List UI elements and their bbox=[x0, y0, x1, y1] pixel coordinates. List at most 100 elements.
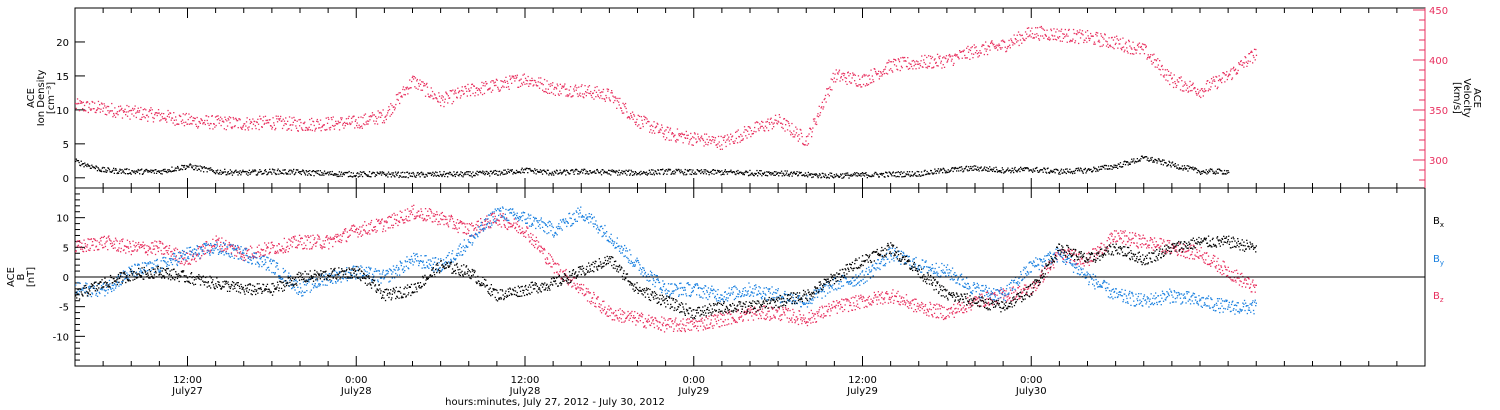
bz-series-point bbox=[551, 266, 553, 268]
velocity-series-point bbox=[356, 124, 358, 127]
bz-series-point bbox=[262, 249, 265, 251]
velocity-series-point bbox=[121, 107, 123, 110]
velocity-series-point bbox=[1205, 83, 1208, 85]
bz-series-point bbox=[217, 239, 220, 241]
velocity-series-point bbox=[637, 114, 639, 116]
velocity-series-point bbox=[657, 123, 659, 125]
density-series-point bbox=[460, 171, 462, 173]
velocity-series-point bbox=[730, 133, 732, 135]
velocity-series-point bbox=[497, 86, 499, 88]
bz-series-point bbox=[739, 312, 742, 314]
velocity-series-point bbox=[919, 65, 922, 67]
density-series-point bbox=[814, 173, 816, 175]
velocity-series-point bbox=[1189, 80, 1191, 83]
density-series-point bbox=[1146, 159, 1148, 161]
velocity-series-point bbox=[1005, 50, 1008, 52]
bz-series-point bbox=[163, 247, 165, 249]
bz-series-point bbox=[661, 323, 663, 326]
velocity-series-point bbox=[670, 139, 672, 141]
velocity-series-point bbox=[345, 122, 347, 125]
velocity-series-point bbox=[502, 81, 505, 83]
bz-series-point bbox=[271, 241, 273, 243]
density-series-point bbox=[859, 173, 861, 175]
velocity-series-point bbox=[485, 81, 487, 83]
velocity-series-point bbox=[633, 113, 635, 116]
density-series-point bbox=[256, 174, 258, 176]
velocity-series-point bbox=[631, 111, 634, 113]
density-series-point bbox=[1137, 160, 1139, 163]
bz-series-point bbox=[134, 249, 136, 251]
bz-series-point bbox=[480, 229, 482, 231]
velocity-series-point bbox=[926, 56, 928, 59]
velocity-series-point bbox=[1221, 81, 1223, 84]
density-series-point bbox=[400, 172, 402, 174]
density-series-point bbox=[887, 175, 889, 177]
bz-series-point bbox=[534, 240, 536, 242]
velocity-series-point bbox=[435, 97, 437, 99]
velocity-series-point bbox=[470, 87, 472, 89]
velocity-series-point bbox=[707, 141, 710, 144]
velocity-series-point bbox=[685, 130, 687, 133]
velocity-series-point bbox=[417, 88, 419, 90]
bz-series-point bbox=[627, 314, 630, 316]
bz-series-point bbox=[159, 241, 162, 243]
velocity-series-point bbox=[734, 140, 736, 142]
density-series-point bbox=[593, 171, 595, 173]
density-series-point bbox=[997, 170, 999, 172]
velocity-series-point bbox=[890, 61, 892, 63]
density-series-point bbox=[456, 171, 458, 174]
velocity-series-point bbox=[350, 117, 353, 119]
velocity-series-point bbox=[1013, 34, 1015, 36]
velocity-series-point bbox=[204, 119, 206, 122]
velocity-series-point bbox=[927, 65, 929, 67]
velocity-series-point bbox=[1003, 40, 1005, 43]
velocity-series-point bbox=[744, 129, 746, 131]
bz-series-point bbox=[486, 215, 488, 217]
velocity-series-point bbox=[480, 92, 482, 94]
density-series-point bbox=[1085, 172, 1087, 174]
velocity-series-point bbox=[332, 116, 334, 118]
bz-series-point bbox=[166, 245, 168, 247]
bz-series-point bbox=[361, 226, 363, 228]
bz-series-point bbox=[103, 235, 105, 238]
bz-series-point bbox=[279, 249, 281, 251]
velocity-series-point bbox=[1195, 90, 1197, 93]
density-series-point bbox=[290, 170, 293, 172]
velocity-series-point bbox=[1059, 40, 1061, 42]
velocity-series-point bbox=[400, 95, 403, 97]
bz-series-point bbox=[565, 268, 567, 271]
bz-series-point bbox=[552, 260, 554, 262]
density-series-point bbox=[563, 170, 565, 172]
density-series-point bbox=[551, 174, 553, 176]
bz-series-point bbox=[240, 255, 242, 257]
velocity-series-point bbox=[373, 114, 375, 116]
bz-series-point bbox=[606, 311, 608, 313]
density-series-point bbox=[204, 167, 206, 169]
bz-series-point bbox=[430, 210, 432, 212]
velocity-series-point bbox=[329, 129, 331, 131]
velocity-series-point bbox=[819, 112, 822, 114]
density-series-point bbox=[662, 173, 665, 176]
density-series-point bbox=[771, 172, 773, 174]
density-series-point bbox=[515, 172, 517, 175]
density-series-point bbox=[539, 169, 542, 171]
density-series-point bbox=[242, 169, 244, 171]
density-series-point bbox=[1110, 165, 1112, 167]
velocity-series-point bbox=[1216, 87, 1218, 90]
density-series-point bbox=[168, 169, 170, 171]
velocity-series-point bbox=[249, 118, 251, 121]
velocity-series-point bbox=[666, 137, 668, 139]
bz-series-point bbox=[660, 329, 662, 331]
bz-series-point bbox=[197, 248, 199, 250]
density-series-point bbox=[584, 168, 586, 171]
bz-series-point bbox=[90, 238, 93, 240]
velocity-series-point bbox=[735, 131, 737, 133]
velocity-series-point bbox=[1022, 37, 1024, 39]
velocity-series-point bbox=[729, 143, 731, 145]
density-series-point bbox=[1018, 168, 1020, 170]
density-series-point bbox=[736, 172, 738, 174]
density-series-point bbox=[875, 173, 878, 175]
bz-series-point bbox=[143, 247, 145, 250]
velocity-series-point bbox=[1192, 82, 1194, 84]
velocity-series-point bbox=[1007, 46, 1009, 48]
